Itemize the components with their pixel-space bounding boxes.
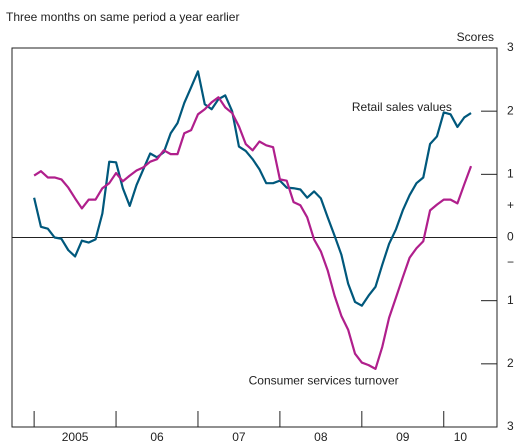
x-tick-label: 09 (396, 430, 410, 444)
series-line (33, 70, 472, 307)
y-tick-label: 0 (507, 230, 514, 244)
x-tick-label: 08 (314, 430, 328, 444)
sign-label: + (507, 198, 514, 212)
sign-label: − (507, 255, 514, 269)
y-axis-label: Scores (457, 30, 494, 44)
y-tick-label: 1 (507, 293, 514, 307)
x-tick-label: 06 (150, 430, 164, 444)
y-tick-label: 1 (507, 167, 514, 181)
series-label: Retail sales values (352, 100, 452, 114)
y-tick-label: 3 (507, 40, 514, 54)
series-line (33, 96, 473, 370)
y-tick-label: 2 (507, 356, 514, 370)
x-tick-label: 07 (232, 430, 246, 444)
x-tick-label: 2005 (62, 430, 89, 444)
chart-subtitle: Three months on same period a year earli… (6, 10, 239, 24)
series-label: Consumer services turnover (249, 374, 399, 388)
x-tick-label: 10 (454, 430, 468, 444)
y-tick-label: 2 (507, 103, 514, 117)
y-tick-label: 3 (507, 419, 514, 433)
